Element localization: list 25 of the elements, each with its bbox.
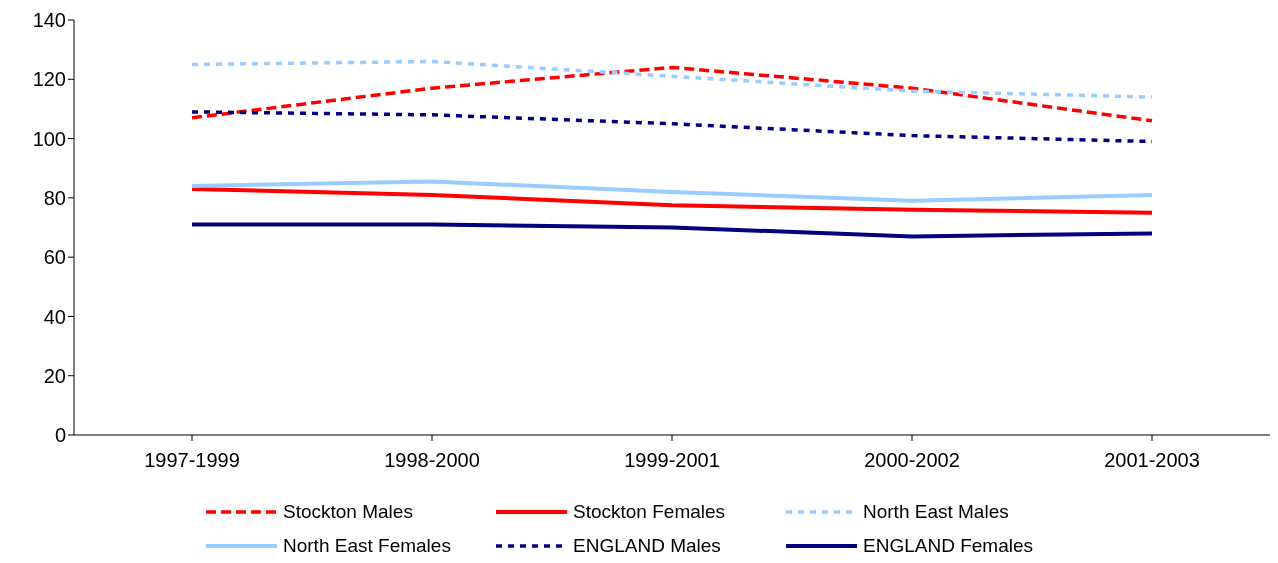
x-tick-label: 1997-1999 (144, 449, 240, 472)
x-tick-label: 2001-2003 (1104, 449, 1200, 472)
line-series (190, 110, 1154, 144)
y-tick-label: 120 (32, 68, 66, 91)
legend-label: ENGLAND Females (863, 535, 1033, 557)
x-tick-label: 2000-2002 (864, 449, 960, 472)
y-tick-label: 40 (43, 305, 66, 328)
y-tick-label: 100 (32, 127, 66, 150)
y-tick-label: 0 (54, 424, 66, 447)
y-tick-label: 60 (43, 246, 66, 269)
legend-label: North East Females (283, 535, 451, 557)
y-tick-label: 80 (43, 186, 66, 209)
legend-label: North East Males (863, 501, 1009, 523)
legend-label: Stockton Males (283, 501, 413, 523)
legend-label: Stockton Females (573, 501, 726, 523)
line-series (190, 65, 1154, 123)
y-tick-label: 140 (32, 9, 66, 32)
line-series (190, 222, 1154, 239)
line-series (190, 59, 1154, 99)
legend-label: ENGLAND Males (573, 535, 721, 557)
x-tick-label: 1998-2000 (384, 449, 480, 472)
line-series (190, 186, 1154, 215)
y-tick-label: 20 (43, 364, 66, 387)
line-series (190, 179, 1154, 203)
x-tick-label: 1999-2001 (624, 449, 720, 472)
